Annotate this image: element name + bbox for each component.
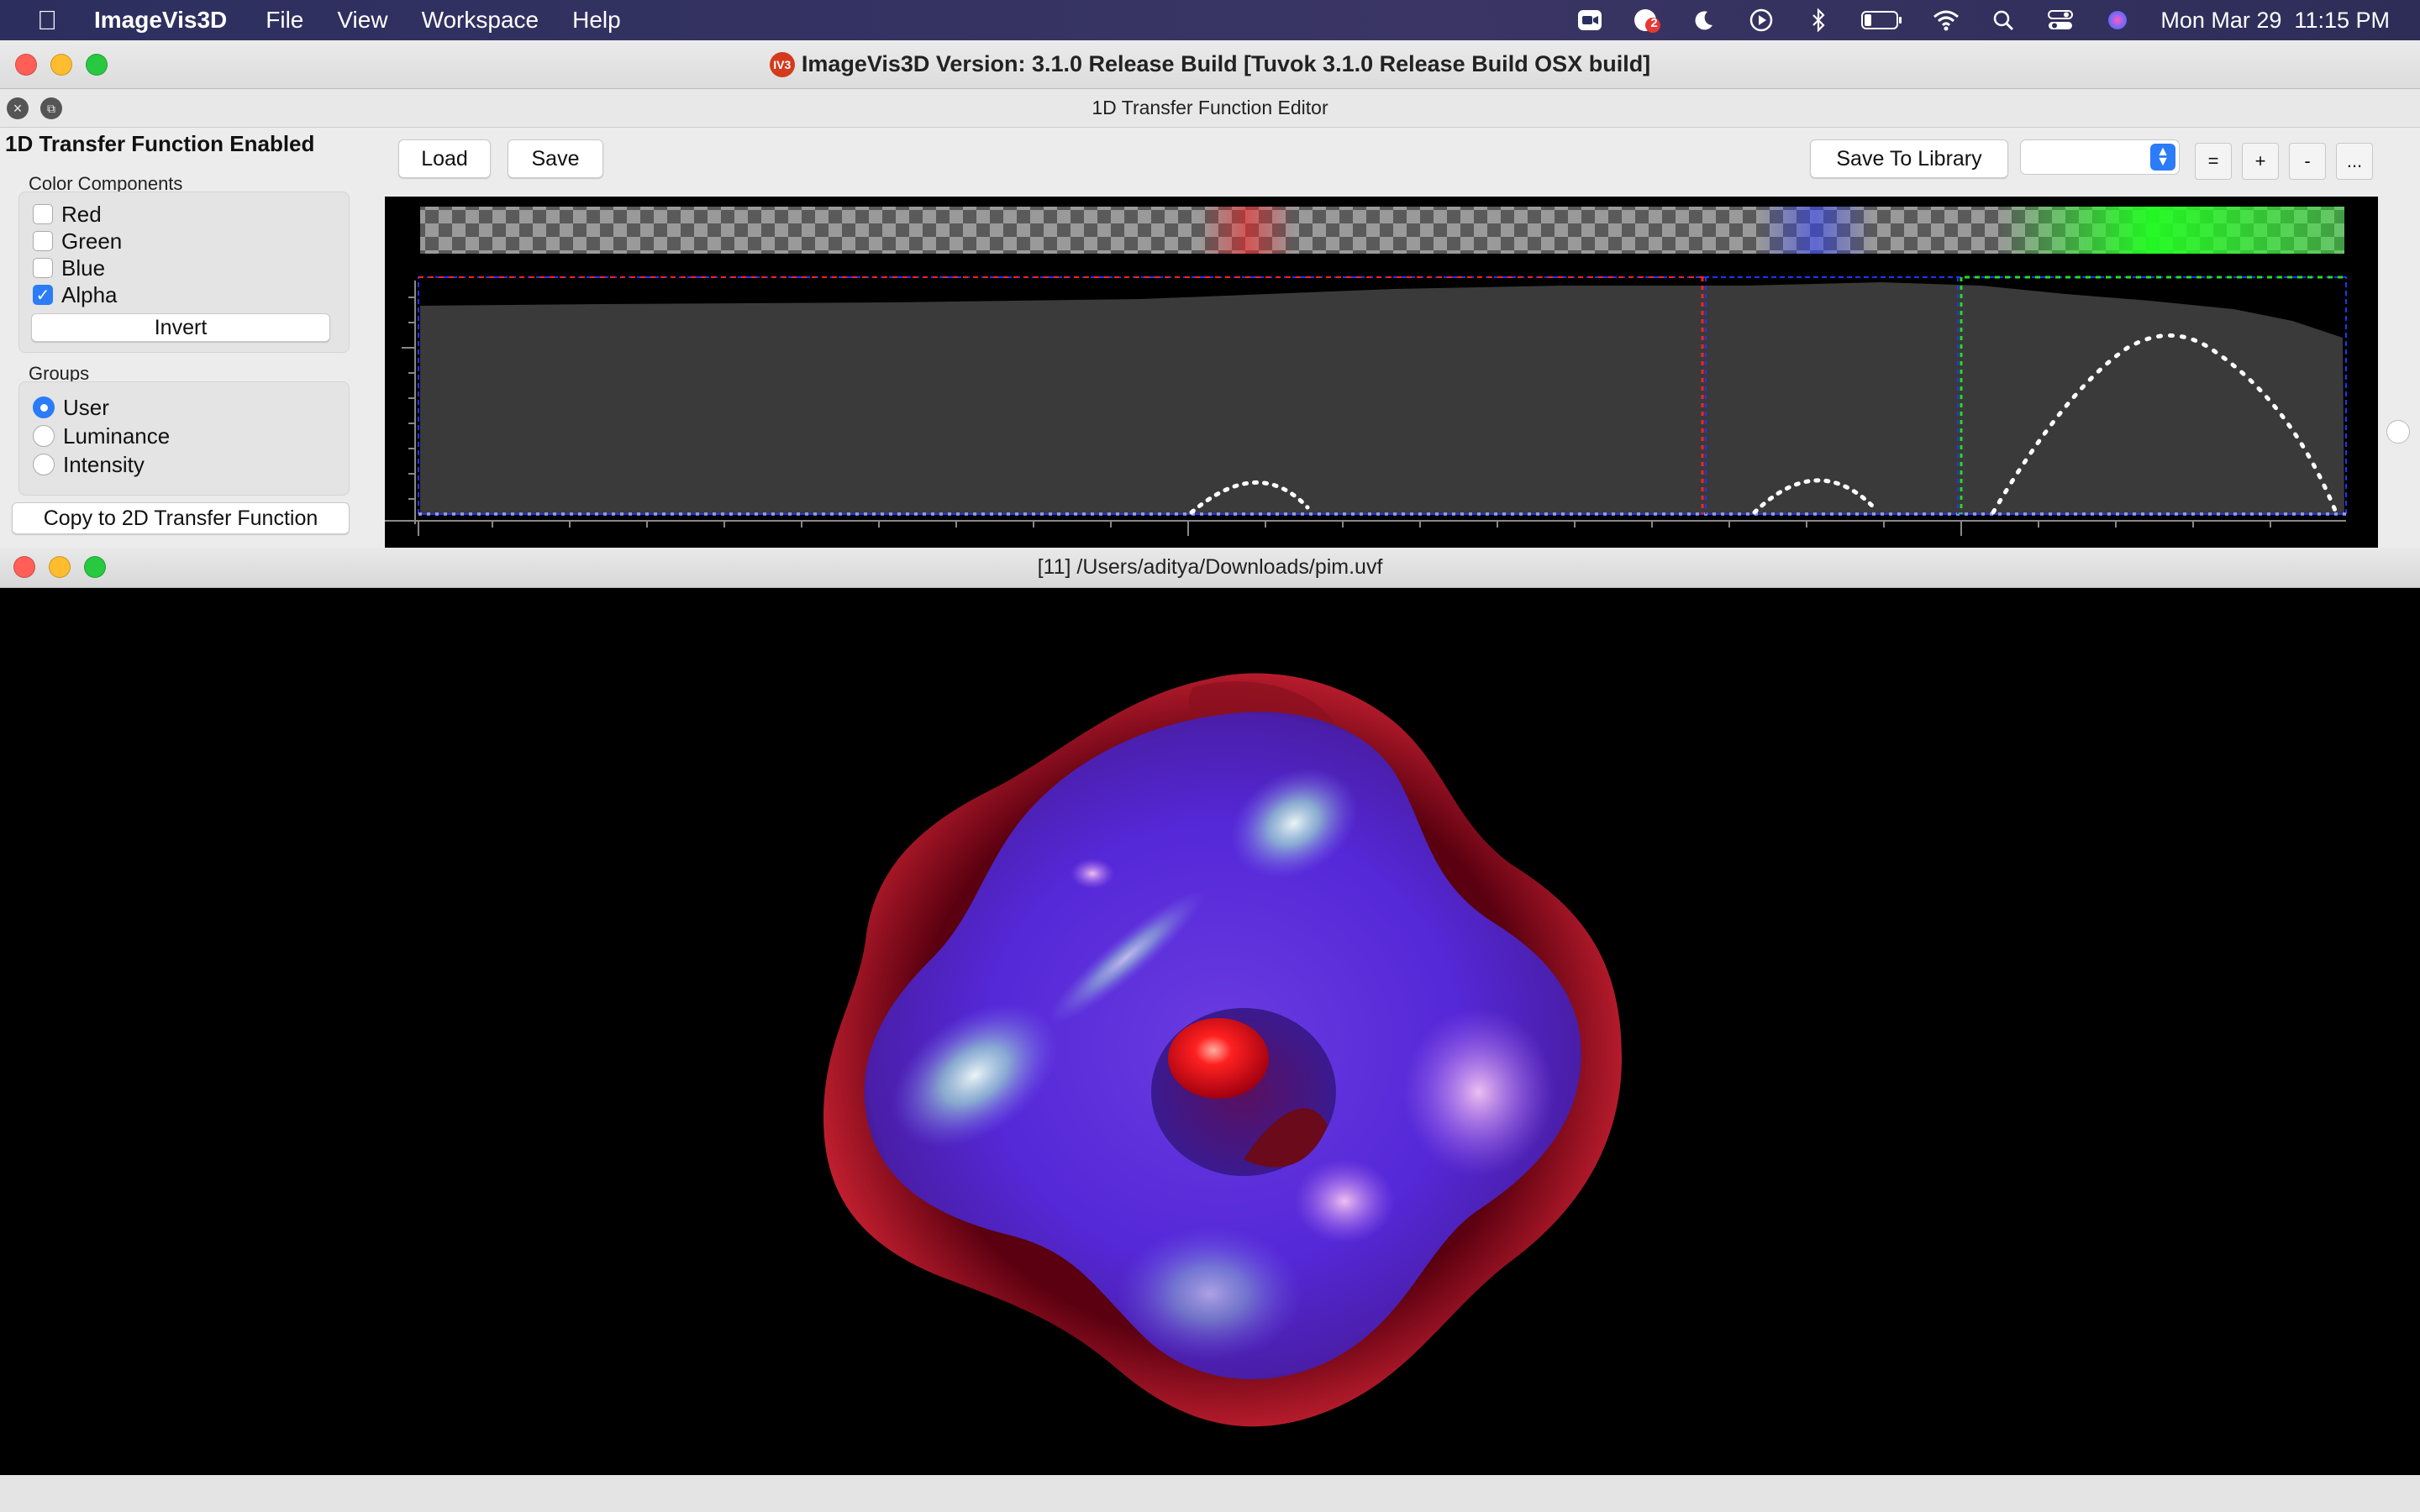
menu-workspace[interactable]: Workspace [421, 7, 539, 33]
moon-icon[interactable] [1690, 8, 1718, 33]
render-window: [11] /Users/aditya/Downloads/pim.uvf [0, 548, 2420, 1478]
tf-editor: Load Save Save To Library ▲ ▼ = + - ... [385, 128, 2378, 590]
tf-control-panel: 1D Transfer Function Enabled Color Compo… [0, 128, 385, 548]
radio-luminance-indicator[interactable] [33, 425, 55, 447]
invert-button[interactable]: Invert [31, 313, 330, 342]
minimize-window-button[interactable] [50, 54, 72, 76]
render-zoom-button[interactable] [84, 556, 106, 578]
chevron-updown-icon[interactable]: ▲ ▼ [2150, 144, 2175, 171]
zoom-out-button[interactable]: - [2289, 143, 2326, 180]
copy-to-2d-button[interactable]: Copy to 2D Transfer Function [12, 502, 350, 534]
render-titlebar: [11] /Users/aditya/Downloads/pim.uvf [0, 548, 2420, 588]
notification-count: 2 [1650, 16, 1658, 30]
menubar-clock[interactable]: Mon Mar 29 11:15 PM [2160, 7, 2390, 33]
menu-view[interactable]: View [337, 7, 388, 33]
zoom-window-button[interactable] [86, 54, 108, 76]
status-bar [0, 1475, 2420, 1512]
groups-title: Groups [29, 363, 90, 384]
play-circle-icon[interactable] [1747, 8, 1776, 33]
radio-user[interactable]: User [19, 394, 349, 421]
checkbox-green-label: Green [61, 228, 123, 254]
radio-user-indicator[interactable] [33, 396, 55, 418]
more-options-button[interactable]: ... [2336, 143, 2373, 180]
battery-icon[interactable] [1861, 8, 1903, 33]
color-components-title: Color Components [29, 173, 183, 194]
checkbox-red-label: Red [61, 201, 102, 227]
radio-intensity-label: Intensity [63, 451, 145, 477]
render-close-button[interactable] [13, 556, 35, 578]
apple-menu-icon[interactable]:  [24, 5, 71, 36]
render-minimize-button[interactable] [49, 556, 71, 578]
checkbox-green[interactable]: Green [19, 228, 349, 255]
editor-scroll-handle[interactable] [2386, 420, 2410, 444]
dock-float-icon[interactable]: ⧉ [40, 97, 62, 119]
close-window-button[interactable] [15, 54, 37, 76]
window-titlebar: IV3 ImageVis3D Version: 3.1.0 Release Bu… [0, 40, 2420, 89]
checkbox-alpha-label: Alpha [61, 281, 118, 307]
menu-bar:  ImageVis3D File View Workspace Help 2 [0, 0, 2420, 40]
video-camera-icon[interactable] [1576, 8, 1604, 33]
library-select[interactable]: ▲ ▼ [2020, 139, 2180, 175]
app-logo-icon: IV3 [769, 51, 795, 77]
radio-intensity[interactable]: Intensity [19, 451, 349, 478]
control-center-icon[interactable] [2046, 8, 2075, 33]
radio-intensity-indicator[interactable] [33, 454, 55, 475]
checkbox-blue-box[interactable] [33, 258, 53, 278]
alpha-peak-3[interactable] [1991, 333, 2338, 515]
tf-histogram [420, 282, 2344, 514]
dock-panel-controls: × ⧉ [7, 97, 62, 119]
groups-box: User Luminance Intensity [18, 381, 350, 496]
equal-button[interactable]: = [2195, 143, 2232, 180]
checkbox-alpha[interactable]: ✓ Alpha [19, 281, 349, 308]
wifi-icon[interactable] [1932, 8, 1960, 33]
dock-panel-header: × ⧉ 1D Transfer Function Editor [0, 89, 2420, 128]
radio-luminance[interactable]: Luminance [19, 423, 349, 449]
menu-file[interactable]: File [266, 7, 304, 33]
radio-user-label: User [63, 394, 109, 420]
render-window-title: [11] /Users/aditya/Downloads/pim.uvf [1037, 555, 1383, 579]
alpha-peak-1[interactable] [1189, 480, 1310, 515]
dock-close-icon[interactable]: × [7, 97, 29, 119]
window-title: ImageVis3D Version: 3.1.0 Release Build … [801, 51, 1651, 76]
zoom-in-button[interactable]: + [2242, 143, 2279, 180]
color-components-group: Red Green Blue ✓ Alpha Invert [18, 192, 350, 353]
checkbox-blue[interactable]: Blue [19, 255, 349, 281]
checkbox-green-box[interactable] [33, 231, 53, 251]
radio-luminance-label: Luminance [63, 423, 171, 449]
notification-badge-icon[interactable]: 2 [1633, 8, 1661, 33]
siri-icon[interactable] [2103, 8, 2132, 33]
tf-graph[interactable] [385, 197, 2378, 549]
save-to-library-button[interactable]: Save To Library [1810, 139, 2008, 178]
checkbox-red-box[interactable] [33, 204, 53, 224]
menu-app-name[interactable]: ImageVis3D [94, 7, 228, 33]
load-button[interactable]: Load [398, 139, 491, 178]
editor-side-strip [2378, 128, 2420, 548]
volume-render-view[interactable] [0, 588, 2420, 1478]
menu-help[interactable]: Help [572, 7, 621, 33]
volume-rendering [823, 673, 1622, 1427]
save-button[interactable]: Save [508, 139, 603, 178]
bluetooth-icon[interactable] [1804, 8, 1833, 33]
render-window-controls [13, 556, 106, 578]
window-controls [15, 54, 108, 76]
tf-enabled-label: 1D Transfer Function Enabled [5, 131, 315, 156]
checkbox-blue-label: Blue [61, 255, 106, 281]
spotlight-search-icon[interactable] [1989, 8, 2018, 33]
checkbox-red[interactable]: Red [19, 201, 349, 228]
dock-panel-title: 1D Transfer Function Editor [1092, 97, 1328, 118]
alpha-peak-2[interactable] [1752, 478, 1875, 515]
checkmark-icon[interactable]: ✓ [33, 285, 53, 305]
tf-axis-ticks [385, 281, 2346, 536]
tf-histogram-canvas[interactable] [385, 197, 2378, 549]
